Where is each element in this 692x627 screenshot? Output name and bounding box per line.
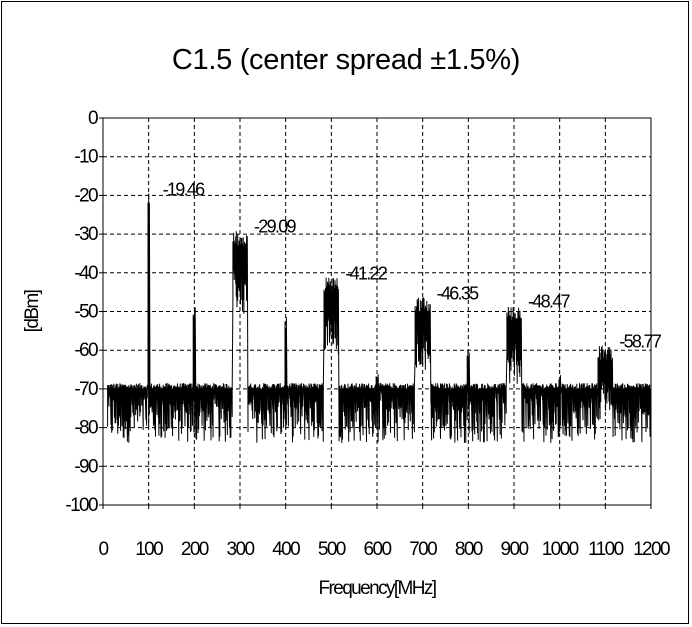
- y-tick-label: -80: [74, 418, 98, 439]
- spectrum-trace: [107, 193, 652, 444]
- y-tick-label: -20: [74, 185, 98, 206]
- y-tick-label: -60: [74, 340, 98, 361]
- x-tick-label: 100: [135, 539, 163, 560]
- y-axis-label: [dBm]: [22, 290, 43, 332]
- x-tick-label: 200: [181, 539, 209, 560]
- x-tick-label: 500: [318, 539, 346, 560]
- spectrum-trace-path: [107, 193, 652, 444]
- x-tick-label: 600: [364, 539, 392, 560]
- peak-label: -41.22: [345, 264, 388, 284]
- x-tick-label: 1100: [588, 539, 623, 560]
- chart-title: C1.5 (center spread ±1.5%): [171, 44, 521, 76]
- y-tick-label: -50: [74, 302, 98, 323]
- x-tick-label: 1200: [633, 539, 670, 560]
- peak-label: -19.46: [163, 179, 206, 199]
- y-axis-ticks: 0 -10 -20 -30 -40 -50 -60 -70 -80 -90 -100: [65, 108, 103, 516]
- x-axis-label: Frequency[MHz]: [319, 578, 436, 599]
- peak-annotations: -19.46 -29.09 -41.22 -46.35 -48.47 -58.77: [163, 179, 664, 351]
- x-tick-label: 900: [501, 539, 529, 560]
- peak-label: -48.47: [528, 292, 571, 312]
- y-tick-label: 0: [88, 108, 98, 129]
- x-tick-label: 700: [409, 539, 437, 560]
- grid: [103, 118, 651, 505]
- y-tick-label: -30: [74, 224, 98, 245]
- x-tick-label: 400: [272, 539, 300, 560]
- x-tick-label: 300: [227, 539, 255, 560]
- x-tick-label: 1000: [542, 539, 579, 560]
- x-tick-label: 0: [99, 539, 109, 560]
- peak-label: -46.35: [437, 283, 480, 303]
- peak-label: -58.77: [619, 331, 662, 351]
- y-tick-label: -70: [74, 379, 98, 400]
- y-tick-label: -90: [74, 456, 98, 477]
- y-tick-label: -40: [74, 263, 98, 284]
- y-tick-label: -10: [74, 147, 98, 168]
- plot-area: [102, 117, 652, 506]
- x-axis-ticks: 0 100 200 300 400 500 600 700 800 900 1000 1100 1200: [99, 505, 672, 560]
- x-tick-label: 800: [455, 539, 483, 560]
- peak-label: -29.09: [254, 217, 297, 237]
- y-tick-label: -100: [65, 495, 98, 516]
